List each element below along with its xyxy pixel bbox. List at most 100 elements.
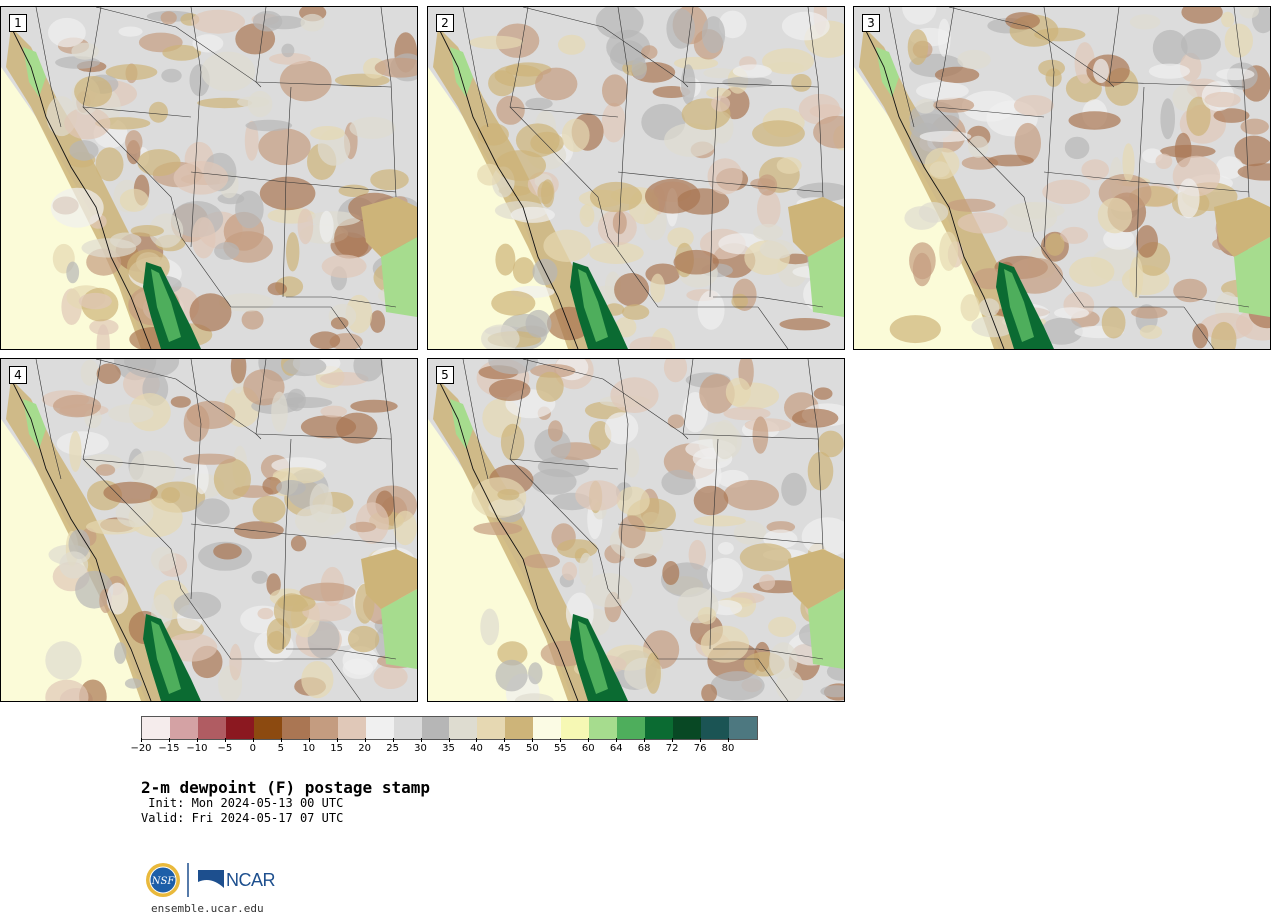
dewpoint-blob [1173, 278, 1207, 303]
dewpoint-blob [119, 188, 149, 212]
state-boundary [282, 86, 292, 298]
dewpoint-blob [614, 273, 650, 307]
dewpoint-blob [711, 95, 731, 112]
dewpoint-blob [960, 294, 981, 322]
state-boundary [948, 7, 1245, 88]
state-boundary [757, 306, 789, 349]
dewpoint-blob [947, 198, 996, 212]
dewpoint-blob [820, 685, 844, 698]
dewpoint-blob [1064, 136, 1090, 160]
dewpoint-blob [1069, 256, 1115, 287]
dewpoint-blob [510, 206, 555, 223]
dewpoint-blob [712, 419, 738, 460]
dewpoint-map [1, 359, 417, 701]
dewpoint-blob [195, 498, 230, 525]
dewpoint-blob [347, 625, 380, 653]
dewpoint-blob [528, 662, 543, 685]
dewpoint-blob [752, 120, 805, 147]
dewpoint-blob [173, 591, 222, 620]
dewpoint-blob [629, 336, 673, 349]
dewpoint-blob [115, 498, 154, 528]
colorbar-tick-label: 80 [721, 743, 735, 754]
state-boundary [1135, 86, 1145, 298]
dewpoint-blob [1186, 96, 1211, 136]
dewpoint-blob [817, 430, 844, 458]
dewpoint-blob [641, 45, 658, 60]
colorbar-tick [504, 738, 506, 742]
dewpoint-blob [321, 254, 367, 278]
dewpoint-blob [987, 154, 1034, 167]
dewpoint-blob [1221, 11, 1235, 28]
colorbar-tick [588, 738, 590, 742]
dewpoint-blob [114, 642, 127, 664]
dewpoint-blob [645, 178, 701, 214]
dewpoint-blob [933, 97, 975, 113]
dewpoint-blob [297, 208, 314, 245]
dewpoint-blob [162, 44, 202, 61]
coastline [437, 26, 579, 349]
dewpoint-blob [939, 231, 958, 271]
state-boundary [1233, 7, 1250, 198]
colorbar-tick [141, 738, 142, 742]
dewpoint-blob [148, 213, 184, 248]
dewpoint-blob [1131, 306, 1168, 319]
dewpoint-blob [606, 29, 651, 66]
dewpoint-blob [269, 52, 311, 65]
dewpoint-blob [45, 679, 89, 701]
dewpoint-blob [56, 431, 109, 456]
dewpoint-blob [1042, 179, 1091, 204]
dewpoint-blob [213, 543, 242, 560]
dewpoint-blob [106, 582, 129, 615]
colorbar-swatch [589, 717, 618, 739]
colorbar-tick-label: −20 [130, 743, 152, 754]
northwest-moist [23, 47, 46, 97]
colorbar-tick-label: 40 [470, 743, 483, 754]
state-boundary [462, 7, 489, 128]
dewpoint-blob [602, 74, 628, 107]
colorbar-tick-label: 15 [330, 743, 344, 754]
dewpoint-blob [1101, 306, 1126, 339]
dewpoint-blob [263, 15, 306, 30]
website-text: ensemble.ucar.edu [151, 902, 264, 915]
eastern-band [1214, 197, 1270, 257]
dewpoint-blob [707, 158, 743, 195]
dewpoint-map [854, 7, 1270, 349]
state-boundary [617, 523, 824, 545]
moist-region [578, 621, 608, 694]
colorbar-tick [672, 738, 674, 742]
moist-region [1004, 269, 1034, 342]
dewpoint-blob [624, 447, 640, 478]
dewpoint-blob [244, 120, 259, 161]
state-boundary [286, 648, 397, 660]
dewpoint-blob [1211, 321, 1237, 349]
colorbar-swatch [533, 717, 562, 739]
coastline [10, 26, 152, 349]
state-boundary [380, 7, 397, 198]
dewpoint-blob [537, 181, 554, 205]
dewpoint-blob [536, 371, 564, 402]
ocean-area [428, 419, 573, 701]
dewpoint-blob [813, 387, 833, 400]
dewpoint-blob [801, 517, 844, 557]
dewpoint-blob [53, 394, 101, 418]
dewpoint-blob [130, 225, 164, 237]
svg-text:NSF: NSF [151, 876, 176, 887]
dewpoint-blob [78, 292, 112, 310]
dewpoint-blob [1068, 111, 1121, 130]
dewpoint-blob [957, 49, 991, 70]
dewpoint-blob [1234, 135, 1270, 167]
dewpoint-blob [342, 646, 379, 675]
dewpoint-blob [693, 515, 746, 527]
colorbar-swatch [169, 717, 198, 739]
colorbar-tick-label: 45 [498, 743, 511, 754]
colorbar-tick-label: 68 [637, 743, 651, 754]
member-map-3: 3 [853, 6, 1271, 350]
dewpoint-blob [96, 363, 121, 384]
eastern-moist [381, 589, 417, 669]
dewpoint-blob [488, 379, 531, 401]
colorbar-tick [420, 738, 422, 742]
colorbar-tick-label: 72 [665, 743, 679, 754]
dewpoint-blob [912, 252, 932, 287]
dewpoint-blob [525, 97, 553, 110]
state-boundary [522, 359, 819, 440]
